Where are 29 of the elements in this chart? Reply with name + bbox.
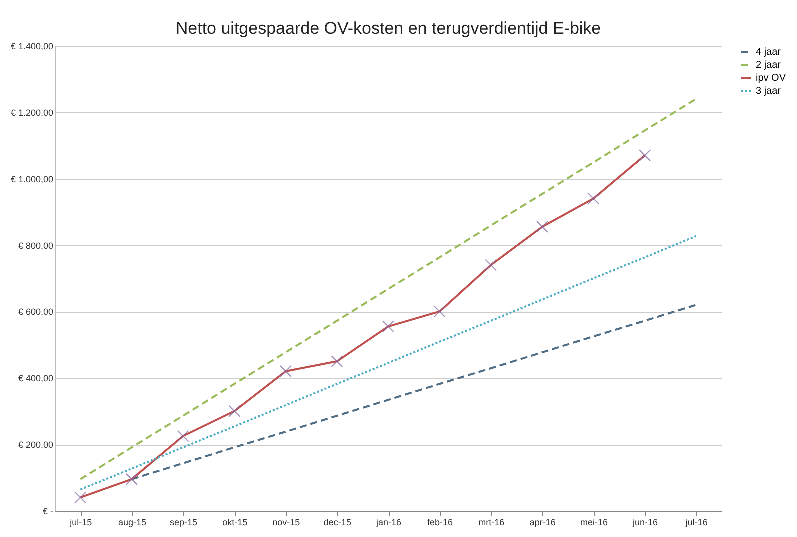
x-tick-label: feb-16 <box>428 518 454 528</box>
x-tick-label: jan-16 <box>375 518 402 528</box>
x-tick-label: sep-15 <box>170 518 198 528</box>
x-tick-label: jun-16 <box>632 518 658 528</box>
line-series <box>80 235 698 491</box>
y-tick-label: € 400,00 <box>18 374 54 384</box>
x-tick-label: jul-15 <box>69 518 92 528</box>
x-tick-label: okt-15 <box>222 518 248 528</box>
y-tick-label: € 800,00 <box>18 240 54 251</box>
chart-title: Netto uitgespaarde OV-kosten en terugverdientijd E-bike <box>176 19 602 38</box>
y-tick-label: € 600,00 <box>18 307 54 318</box>
y-tick-label: € - <box>42 506 54 516</box>
x-tick-label: dec-15 <box>324 518 352 528</box>
y-tick-label: € 1.000,00 <box>10 174 54 184</box>
line-series <box>80 98 698 480</box>
x-tick-label: jul-16 <box>684 518 708 528</box>
y-tick-label: € 200,00 <box>18 440 54 450</box>
x-tick-label: aug-15 <box>118 518 146 528</box>
x-tick-label: nov-15 <box>272 518 300 528</box>
legend-label: ipv OV <box>756 73 786 84</box>
x-tick-label: apr-16 <box>530 518 556 528</box>
legend-label: 2 jaar <box>756 60 782 71</box>
legend-label: 3 jaar <box>756 86 782 97</box>
y-tick-label: € 1.400,00 <box>10 42 54 52</box>
line-series <box>130 304 698 480</box>
x-tick-label: mei-16 <box>580 518 608 528</box>
x-tick-label: mrt-16 <box>478 518 505 528</box>
legend-label: 4 jaar <box>756 47 782 58</box>
y-tick-label: € 1.200,00 <box>10 108 54 118</box>
